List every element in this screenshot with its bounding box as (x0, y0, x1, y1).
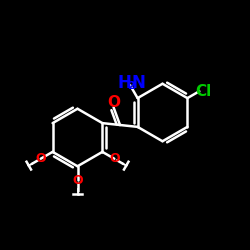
Text: O: O (107, 96, 120, 110)
Text: Cl: Cl (196, 84, 212, 99)
Text: O: O (72, 174, 83, 186)
Text: O: O (109, 152, 120, 165)
Text: O: O (36, 152, 46, 165)
Text: 2: 2 (127, 81, 134, 91)
Text: N: N (131, 74, 145, 92)
Text: H: H (118, 74, 132, 92)
